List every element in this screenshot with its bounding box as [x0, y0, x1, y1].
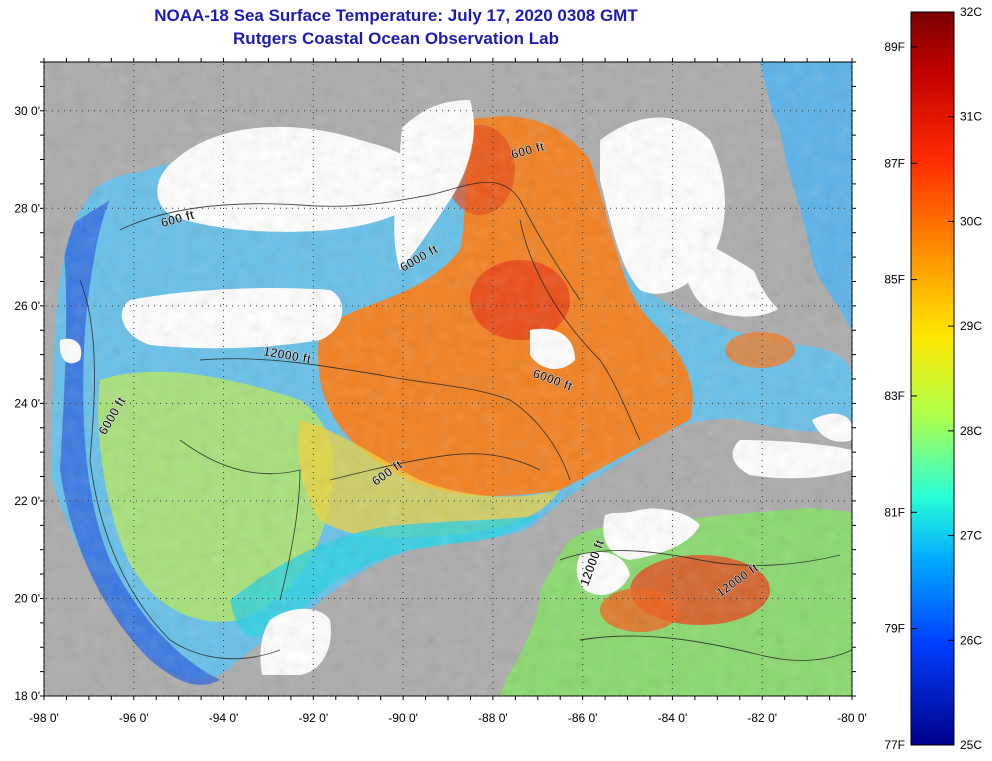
fahrenheit-label: 81F	[884, 505, 905, 519]
fahrenheit-label: 85F	[884, 273, 905, 287]
graticule: 30 0' 28 0' 26 0' 24 0' 22 0' 20 0' 18 0' -98 0…	[14, 58, 867, 725]
celsius-label: 28C	[960, 424, 982, 438]
lon-label: -82 0'	[747, 711, 777, 725]
lat-label: 22 0'	[14, 494, 40, 508]
chart-subtitle: Rutgers Coastal Ocean Observation Lab	[233, 29, 559, 48]
lon-label: -96 0'	[119, 711, 149, 725]
colorbar-scale	[910, 11, 955, 746]
celsius-label: 30C	[960, 214, 982, 228]
lon-label: -94 0'	[209, 711, 239, 725]
fahrenheit-label: 77F	[884, 738, 905, 752]
lon-label: -84 0'	[658, 711, 688, 725]
fahrenheit-label: 83F	[884, 389, 905, 403]
celsius-label: 29C	[960, 319, 982, 333]
fahrenheit-label: 87F	[884, 156, 905, 170]
lon-label: -92 0'	[299, 711, 329, 725]
lat-label: 30 0'	[14, 104, 40, 118]
lon-label: -80 0'	[837, 711, 867, 725]
celsius-label: 31C	[960, 110, 982, 124]
lat-label: 18 0'	[14, 689, 40, 703]
lon-label: -98 0'	[29, 711, 59, 725]
bathymetry-contours	[79, 181, 852, 661]
celsius-label: 32C	[960, 5, 982, 19]
chart-title: NOAA-18 Sea Surface Temperature: July 17…	[154, 6, 638, 25]
lon-label: -90 0'	[388, 711, 418, 725]
celsius-label: 25C	[960, 738, 982, 752]
fahrenheit-label: 89F	[884, 40, 905, 54]
celsius-label: 27C	[960, 529, 982, 543]
fahrenheit-label: 79F	[884, 622, 905, 636]
lat-label: 28 0'	[14, 201, 40, 215]
celsius-label: 26C	[960, 633, 982, 647]
lat-label: 24 0'	[14, 396, 40, 410]
colorbar-ticks: 32C 31C 30C 29C 28C 27C 26C 25C 89F 87F 85F 83F 81F 7…	[884, 5, 982, 752]
lon-label: -86 0'	[568, 711, 598, 725]
lat-label: 20 0'	[14, 591, 40, 605]
lon-label: -88 0'	[478, 711, 508, 725]
lat-label: 26 0'	[14, 299, 40, 313]
